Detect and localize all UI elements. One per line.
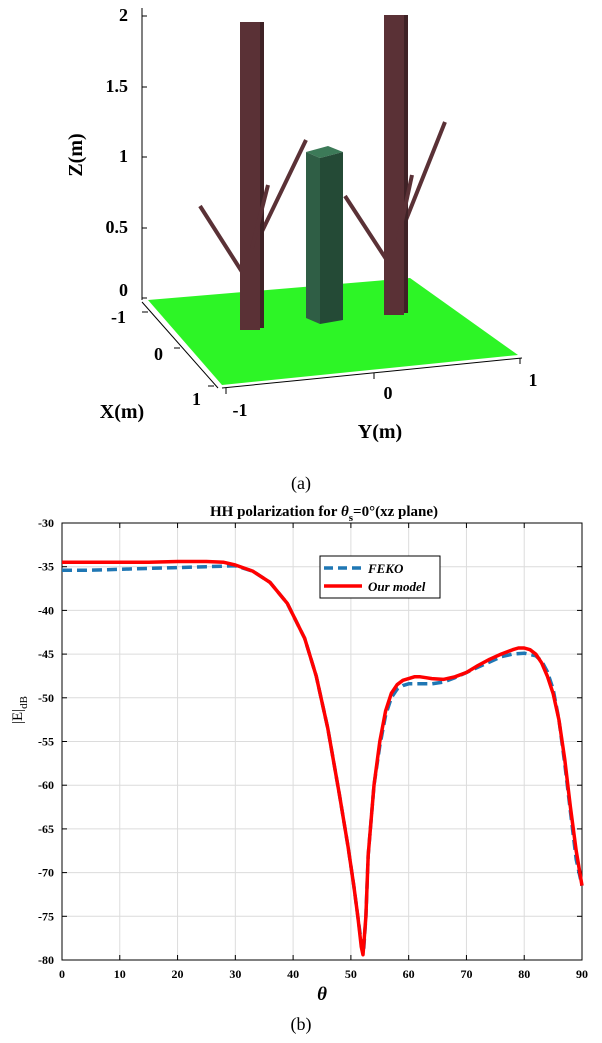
y-axis-label-subscript: dB [18,696,30,709]
y-tick-label: -70 [38,866,54,880]
chart-title-prefix: HH polarization for [210,504,341,520]
x-tick-label: 30 [229,967,241,981]
legend-box [319,555,441,599]
y-tick-label: -60 [38,778,54,792]
x-tick-label: 10 [114,967,126,981]
z-axis-label: Z(m) [65,133,87,176]
y-tick-label: 1 [529,370,538,390]
y-tick-label: -80 [38,953,54,967]
y-tick-label: -35 [38,560,54,574]
y-tick-label: -45 [38,647,54,661]
block-top [306,146,343,158]
x-axis-label: X(m) [100,401,144,423]
trunk [240,22,260,330]
y-tick-label: -1 [233,400,248,420]
x-tick-label: 20 [172,967,184,981]
x-tick-label: 0 [154,344,163,364]
tree-right [343,15,447,315]
legend-label-feko: FEKO [367,561,404,576]
z-tick-label: 0.5 [106,217,129,237]
x-axis-label: θ [317,984,327,1005]
x-tick-label: 80 [518,967,530,981]
y-axis-label-main: |E| [10,709,26,724]
panel-a-3d-scene: 2 1.5 1 0.5 0 Z(m) -1 0 1 X(m) -1 0 1 Y(… [65,5,538,494]
plot-frame [61,522,583,961]
panel-b-chart: HH polarization for θs=0°(xz plane) 0 10 2… [10,504,588,1035]
trunk-side [404,15,408,313]
chart-title-suffix: =0°(xz plane) [353,504,438,520]
branch [396,174,414,241]
caption-b: (b) [291,1014,312,1035]
y-axis-label: |E|dB [10,696,30,724]
y-axis-line [221,357,523,389]
chart-legend: FEKO Our model [319,555,441,599]
block-front [306,152,320,324]
caption-a: (a) [291,473,311,494]
center-block [306,146,343,324]
trunk [384,15,404,315]
z-tick-label: 1.5 [106,76,129,96]
chart-title: HH polarization for θs=0°(xz plane) [210,504,438,524]
z-tick-label: 1 [119,146,128,166]
x-tick-label: 0 [59,967,65,981]
z-tick-label: 0 [119,280,128,300]
z-axis-ticks [142,15,147,299]
x-axis-line [141,301,219,389]
block-side [320,152,343,324]
x-tick-label: 70 [460,967,472,981]
chart-title-subscript: s [349,512,354,524]
branch [250,184,270,249]
y-tick-label: -75 [38,909,54,923]
x-tick-label: 90 [576,967,588,981]
chart-title-theta: θ [341,504,349,520]
branch [343,194,390,264]
chart-series [62,559,584,957]
y-tick-label: -40 [38,603,54,617]
x-tick-label: 1 [192,389,201,409]
tree-left [198,22,308,330]
chart-grid [61,522,583,961]
x-tick-label: 40 [287,967,299,981]
y-axis-label: Y(m) [358,421,402,443]
y-tick-label: -55 [38,735,54,749]
x-tick-label: -1 [111,307,126,327]
z-tick-label: 2 [119,5,128,25]
chart-axes [61,522,583,961]
x-tick-label: 50 [345,967,357,981]
branch [198,204,246,277]
trunk-side [260,22,264,328]
legend-label-model: Our model [368,579,426,594]
series-line-our-model [62,559,584,957]
y-tick-label: -50 [38,691,54,705]
chart-tick-labels: 0 10 20 30 40 50 60 70 80 90 -30 -35 -40 -45 -50 -55 -60… [38,516,588,981]
x-tick-label: 60 [403,967,415,981]
y-tick-label: -65 [38,822,54,836]
y-tick-label: -30 [38,516,54,530]
y-tick-label: 0 [384,383,393,403]
